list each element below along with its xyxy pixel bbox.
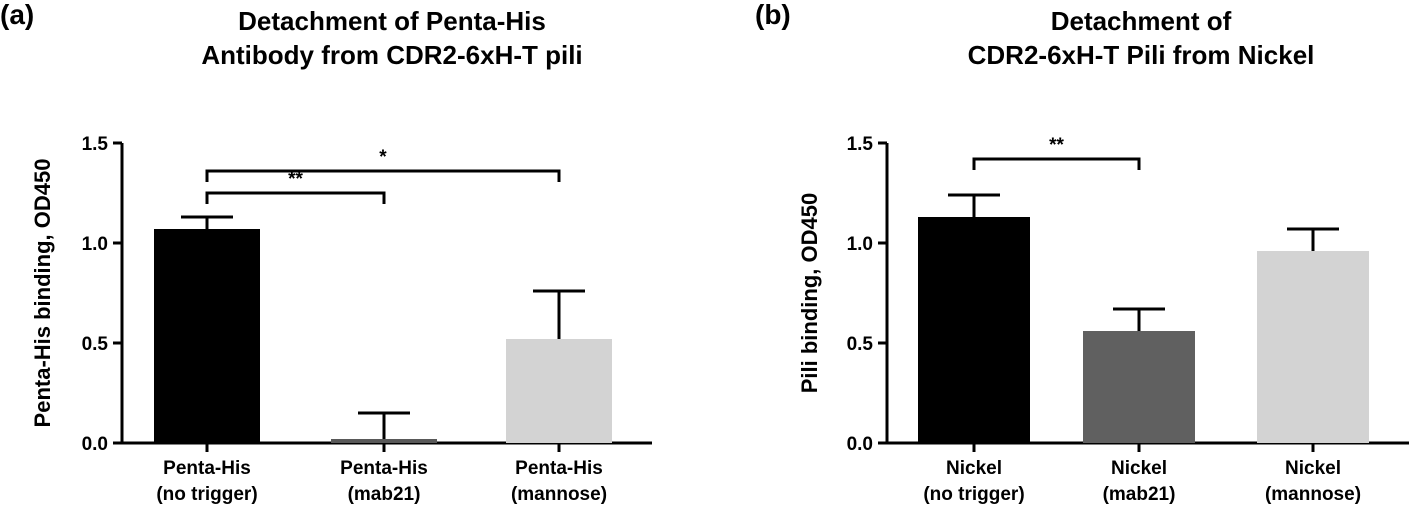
bar	[331, 439, 437, 443]
x-category-label: (mannose)	[1265, 484, 1361, 505]
x-category-label: (no trigger)	[156, 484, 257, 505]
significance-label: *	[379, 147, 387, 168]
x-category-label: Nickel	[1285, 458, 1341, 479]
panel-label: (a)	[0, 0, 34, 30]
x-category-label: Penta-His	[340, 458, 428, 479]
significance-bracket	[972, 157, 1141, 170]
y-tick-label: 0.5	[82, 334, 109, 355]
x-category-label: Nickel	[1111, 458, 1167, 479]
significance-label: **	[288, 169, 303, 190]
bar	[1083, 331, 1195, 443]
y-tick-label: 1.5	[82, 134, 109, 155]
y-tick-label: 0.5	[847, 334, 874, 355]
y-tick-label: 1.0	[82, 234, 108, 255]
bar	[1257, 251, 1369, 443]
bar	[154, 229, 260, 443]
y-axis-label: Pili binding, OD450	[797, 193, 822, 393]
x-category-label: Penta-His	[515, 458, 603, 479]
x-category-label: Nickel	[946, 458, 1002, 479]
x-category-label: Penta-His	[163, 458, 251, 479]
y-tick-label: 0.0	[82, 434, 108, 455]
chart-title-line: Antibody from CDR2-6xH-T pili	[201, 40, 582, 70]
chart-title-line: Detachment of Penta-His	[238, 6, 546, 36]
x-category-label: (mannose)	[511, 484, 607, 505]
chart-panel-b: (b) Detachment of CDR2-6xH-T Pili from Nic…	[755, 0, 1409, 505]
chart-title-line: Detachment of	[1051, 6, 1232, 36]
x-category-label: (mab21)	[1103, 484, 1176, 505]
y-tick-label: 1.5	[847, 134, 874, 155]
y-axis-label: Penta-His binding, OD450	[30, 159, 55, 428]
chart-panel-a: (a) Detachment of Penta-His Antibody from …	[0, 0, 652, 505]
significance-bracket	[205, 169, 561, 182]
bar	[506, 339, 612, 443]
x-category-label: (no trigger)	[923, 484, 1024, 505]
significance-bracket	[205, 191, 386, 204]
significance-label: **	[1049, 135, 1064, 156]
x-category-label: (mab21)	[348, 484, 421, 505]
bar	[918, 217, 1030, 443]
y-tick-label: 0.0	[847, 434, 873, 455]
chart-title-line: CDR2-6xH-T Pili from Nickel	[968, 40, 1315, 70]
y-tick-label: 1.0	[847, 234, 873, 255]
panel-label: (b)	[755, 0, 791, 30]
